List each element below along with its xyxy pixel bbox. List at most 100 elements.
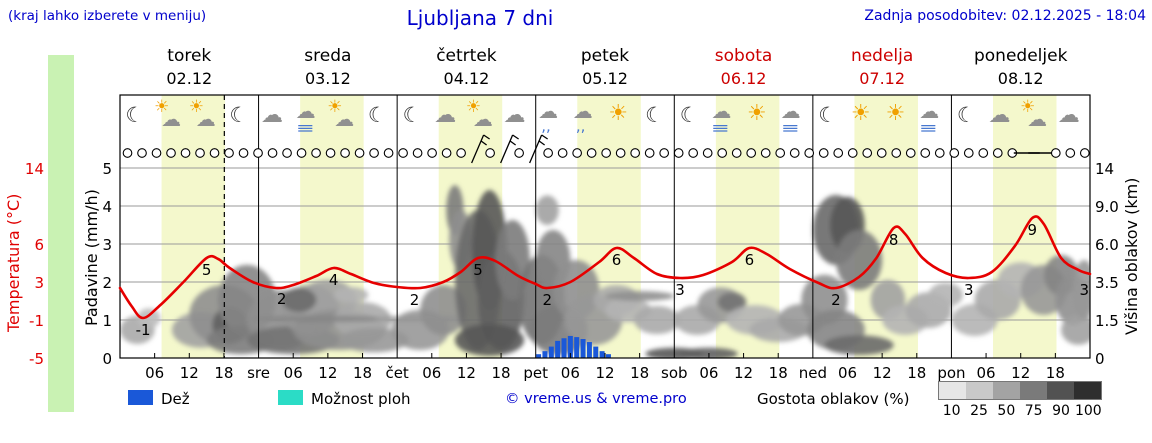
xaxis-hour-label: 06 [145, 364, 165, 382]
calm-wind-icon [398, 148, 408, 158]
xaxis-hour-label: 06 [560, 364, 580, 382]
moon-glyph: ☾ [402, 103, 422, 127]
calm-wind-icon [514, 148, 524, 158]
sun-icon: ☀ [741, 97, 775, 139]
temperature-value-label: 6 [612, 251, 622, 269]
calm-wind-icon [847, 148, 858, 158]
calm-wind-icon [659, 148, 670, 158]
moon-glyph: ☾ [125, 103, 145, 127]
temperature-value-label: 5 [473, 261, 483, 279]
sun-cloud-glyph: ☁ [1027, 107, 1048, 131]
temperature-value-label: 2 [410, 291, 420, 309]
rain-bar [548, 346, 554, 358]
precip-tick-3: 3 [102, 236, 112, 254]
sun-cloud-glyph: ☀ [465, 97, 482, 117]
cloud-blob [633, 305, 681, 335]
rain-legend-swatch [128, 390, 153, 405]
cloud-icon: ☁ [1053, 97, 1087, 139]
sun-cloud-icon: ☀ ☁ [1018, 97, 1052, 139]
day-date: 03.12 [304, 69, 351, 88]
cloud-blob [339, 327, 409, 353]
calm-wind-icon [601, 148, 612, 158]
cloud-glyph: ☁ [261, 103, 283, 128]
drizzle-glyph: ☁ [538, 99, 559, 123]
drizzle-icon: ☁ ‚‚ [533, 97, 567, 139]
cloud-glyph: ☁ [434, 103, 457, 128]
cloud-blob [680, 347, 738, 358]
calm-wind-icon [818, 148, 829, 158]
calm-wind-icon [746, 148, 757, 158]
calm-wind-icon [789, 148, 800, 158]
rain-bar [561, 338, 567, 358]
cloud-density-swatch-90 [1047, 382, 1074, 399]
rain-bar [555, 340, 561, 358]
calm-wind-icon [1065, 148, 1076, 158]
sun-cloud-glyph: ☀ [154, 97, 170, 117]
calm-wind-icon [586, 148, 597, 158]
calm-wind-icon [644, 148, 655, 158]
calm-wind-icon [1050, 148, 1061, 158]
calm-wind-icon [876, 148, 887, 158]
temperature-value-label: 2 [277, 290, 287, 308]
moon-icon: ☾ [810, 97, 844, 139]
moon-glyph: ☾ [229, 103, 249, 127]
calm-wind-icon [282, 148, 292, 158]
cloud-blob [137, 308, 161, 328]
sun-cloud-glyph: ☁ [161, 107, 182, 131]
wind-barb-icon [471, 134, 485, 164]
calm-wind-icon [122, 148, 133, 158]
calm-wind-icon [369, 148, 379, 158]
moon-glyph: ☾ [679, 103, 699, 127]
cloudkm-tick-3.5: 3.5 [1095, 274, 1119, 292]
sun-cloud-icon: ☀ ☁ [187, 97, 221, 139]
calm-wind-icon [760, 148, 771, 158]
rain-bar [574, 337, 580, 358]
last-updated: Zadnja posodobitev: 02.12.2025 - 18:04 [864, 8, 1146, 24]
calm-wind-icon [1079, 148, 1090, 158]
cloud-blob [824, 335, 894, 355]
sun-cloud-glyph: ☀ [327, 97, 343, 117]
calm-wind-icon [543, 148, 553, 158]
menu-hint: (kraj lahko izberete v meniju) [8, 8, 207, 24]
fog-glyph: ≡ [295, 119, 315, 137]
drizzle-glyph: ‚‚ [541, 117, 551, 135]
calm-wind-icon [804, 148, 815, 158]
calm-wind-icon [137, 148, 147, 158]
day-header-torek: torek 02.12 [119, 46, 259, 88]
cloud-blob [1072, 259, 1090, 320]
xaxis-hour-label: 06 [283, 364, 303, 382]
calm-wind-icon [717, 148, 728, 158]
precipitation-bars [536, 335, 611, 358]
xaxis-day-sob: sob [661, 364, 688, 382]
day-date: 08.12 [997, 69, 1044, 88]
moon-icon: ☾ [637, 97, 671, 139]
temperature-value-label: 5 [202, 261, 212, 279]
sun-cloud-glyph: ☁ [472, 107, 493, 131]
drizzle-icon: ☁ ‚‚ [568, 97, 602, 139]
day-header-četrtek: četrtek 04.12 [396, 46, 536, 88]
day-date: 05.12 [582, 69, 628, 88]
xaxis-hour-label: 12 [318, 364, 338, 382]
calm-wind-icon [833, 148, 844, 158]
day-name: četrtek [436, 46, 497, 66]
moon-glyph: ☾ [956, 103, 976, 127]
temperature-value-label: 3 [1079, 281, 1089, 299]
calm-wind-icon [340, 148, 350, 158]
cloud-density-scale-value: 50 [997, 403, 1016, 419]
precip-tick-4: 4 [102, 198, 112, 216]
copyright-link[interactable]: © vreme.us & vreme.pro [505, 391, 687, 407]
calm-wind-icon [166, 148, 176, 158]
calm-wind-icon [383, 148, 394, 158]
calm-wind-icon [775, 148, 786, 158]
cloud-blob [835, 229, 883, 290]
calm-wind-icon [891, 148, 902, 158]
fog-glyph: ☁ [711, 99, 732, 123]
day-header-petek: petek 05.12 [535, 46, 675, 88]
calm-wind-icon [572, 148, 582, 158]
cloud-blob [928, 282, 963, 308]
day-name: ponedeljek [973, 46, 1068, 66]
fog-icon: ☁ ≡ [291, 97, 325, 139]
rain-bar [586, 342, 592, 358]
cloud-blob [252, 315, 392, 322]
